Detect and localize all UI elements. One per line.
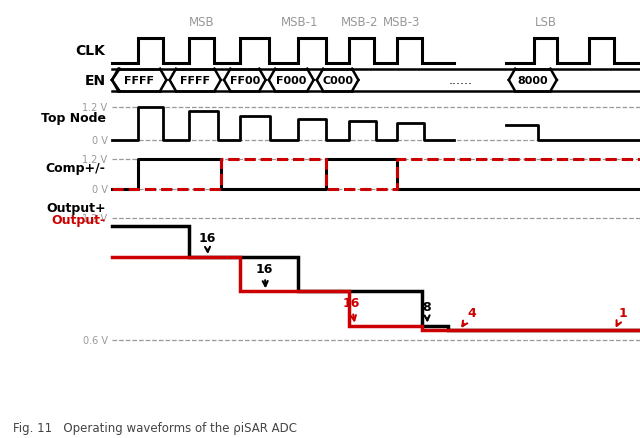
Text: 16: 16 bbox=[342, 296, 360, 321]
Text: EN: EN bbox=[84, 74, 106, 88]
Text: 4: 4 bbox=[462, 306, 476, 326]
Text: 1: 1 bbox=[616, 306, 628, 326]
Text: FFFF: FFFF bbox=[124, 76, 154, 86]
Text: FFFF: FFFF bbox=[180, 76, 210, 86]
Text: MSB-1: MSB-1 bbox=[281, 16, 318, 29]
Text: MSB-3: MSB-3 bbox=[383, 16, 420, 29]
Text: MSB: MSB bbox=[189, 16, 214, 29]
Text: MSB-2: MSB-2 bbox=[341, 16, 378, 29]
Text: 0 V: 0 V bbox=[92, 185, 108, 195]
Text: 1.2 V: 1.2 V bbox=[83, 103, 108, 113]
Text: 16: 16 bbox=[198, 231, 216, 252]
Text: F000: F000 bbox=[276, 76, 307, 86]
Text: Top Node: Top Node bbox=[40, 112, 106, 125]
Text: FF00: FF00 bbox=[230, 76, 260, 86]
Text: 16: 16 bbox=[256, 262, 273, 286]
Text: Output-: Output- bbox=[51, 214, 106, 227]
Text: Fig. 11   Operating waveforms of the ρiSAR ADC: Fig. 11 Operating waveforms of the ρiSAR… bbox=[13, 420, 297, 434]
Text: Comp+/-: Comp+/- bbox=[45, 162, 106, 175]
Text: 1.2 V: 1.2 V bbox=[83, 154, 108, 164]
Text: C000: C000 bbox=[322, 76, 353, 86]
Text: 8: 8 bbox=[422, 300, 431, 321]
Text: 8000: 8000 bbox=[518, 76, 548, 86]
Text: 0.6 V: 0.6 V bbox=[83, 336, 108, 346]
Text: Output+: Output+ bbox=[46, 201, 106, 215]
Text: 0 V: 0 V bbox=[92, 136, 108, 146]
Text: 1.2 V: 1.2 V bbox=[83, 213, 108, 223]
Text: CLK: CLK bbox=[76, 44, 106, 58]
Text: ......: ...... bbox=[449, 74, 473, 87]
Text: LSB: LSB bbox=[535, 16, 557, 29]
